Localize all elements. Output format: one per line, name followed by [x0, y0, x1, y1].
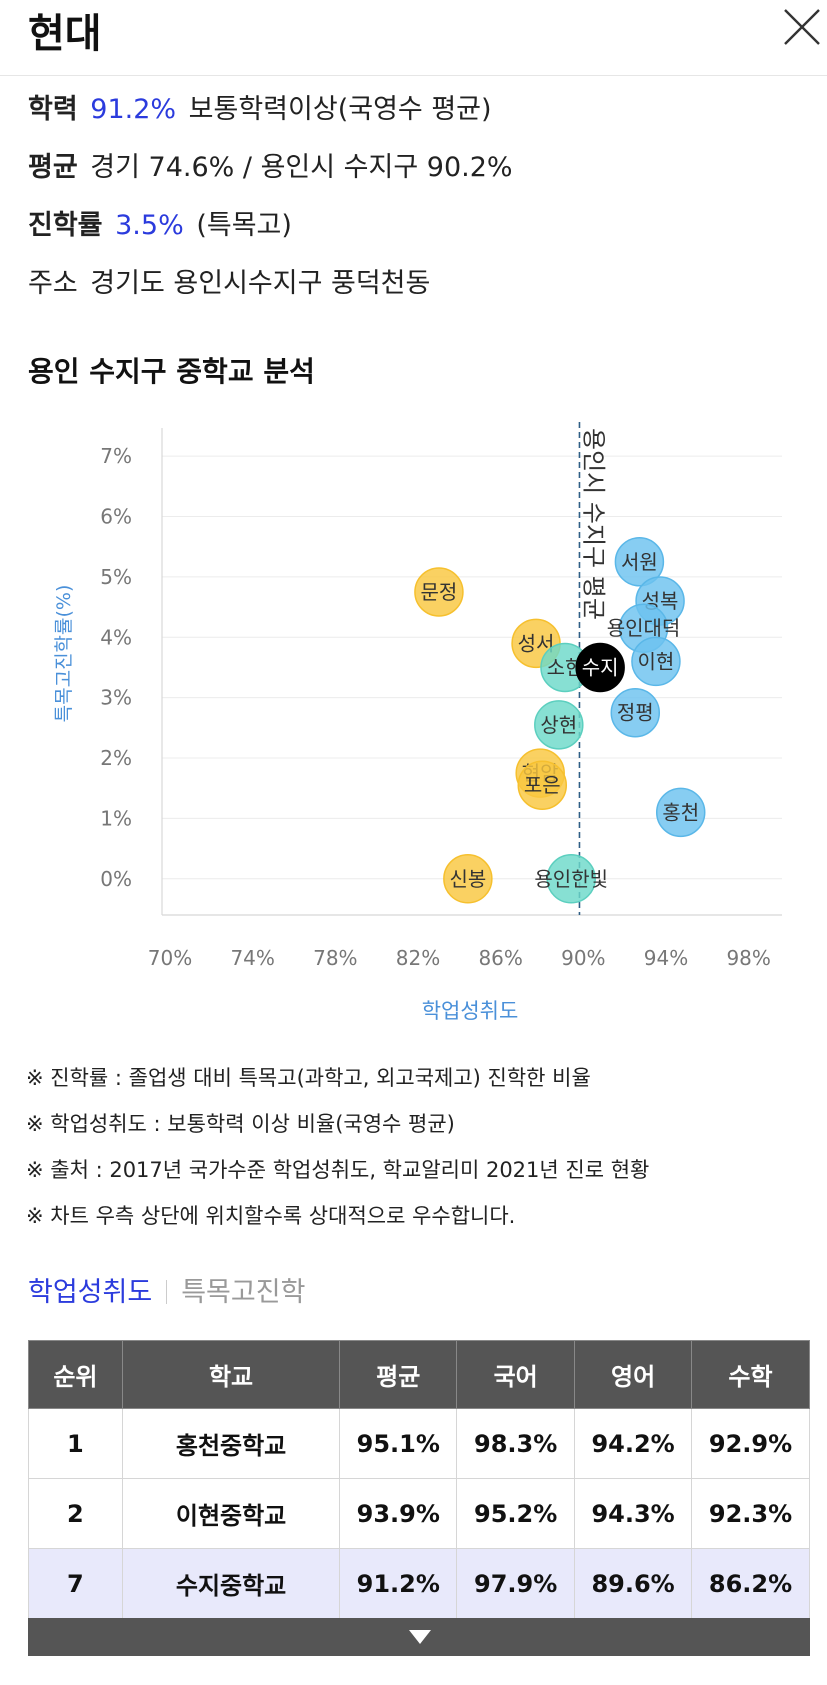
cell-english: 94.2%	[574, 1408, 693, 1479]
table-row: 2 이현중학교 93.9% 95.2% 94.3% 92.3%	[28, 1478, 810, 1549]
close-icon[interactable]	[779, 4, 825, 50]
data-point-정평	[610, 687, 661, 738]
y-axis-label: 특목고진학률(%)	[53, 585, 75, 723]
achievement-desc: 보통학력이상(국영수 평균)	[188, 94, 492, 125]
page-title: 현대	[28, 11, 102, 57]
advancement-row: 진학률 3.5% (특목고)	[28, 208, 292, 244]
cell-math: 92.9%	[691, 1408, 810, 1479]
average-row: 평균 경기 74.6% / 용인시 수지구 90.2%	[28, 150, 513, 186]
tab-achievement[interactable]: 학업성취도	[28, 1277, 153, 1308]
cell-korean: 97.9%	[456, 1548, 576, 1619]
data-point-서원	[614, 537, 665, 587]
achievement-key: 학력	[28, 94, 78, 125]
average-desc: 경기 74.6% / 용인시 수지구 90.2%	[90, 152, 513, 183]
header-korean: 국어	[456, 1340, 576, 1409]
y-tick-label: 1%	[100, 806, 132, 830]
scatter-chart: 0% 1% 2% 3% 4% 5% 6% 7% 70% 74% 78% 82% 86% 90% 94% 98%…	[53, 422, 782, 1023]
cell-korean: 95.2%	[456, 1478, 576, 1549]
data-point-수지	[575, 642, 625, 693]
y-tick-label: 5%	[100, 565, 132, 589]
x-tick-label: 82%	[396, 946, 440, 970]
achievement-row: 학력 91.2% 보통학력이상(국영수 평균)	[28, 92, 492, 128]
header-english: 영어	[574, 1340, 693, 1409]
advancement-value: 3.5%	[115, 210, 184, 241]
y-tick-label: 0%	[100, 867, 132, 891]
data-label-상현: 상현	[540, 713, 577, 737]
y-tick-label: 4%	[100, 625, 132, 649]
data-label-용인한빛: 용인한빛	[534, 867, 608, 891]
x-tick-label: 74%	[230, 946, 274, 970]
note-advancement: ※ 진학률 : 졸업생 대비 특목고(과학고, 외고국제고) 진학한 비율	[26, 1066, 591, 1090]
data-point-용인한빛	[546, 854, 596, 904]
data-label-홍천: 홍천	[662, 800, 699, 824]
cell-school: 이현중학교	[121, 1478, 341, 1549]
cell-average: 91.2%	[339, 1548, 458, 1619]
cell-average: 93.9%	[339, 1478, 458, 1549]
data-point-문정	[414, 567, 464, 617]
x-tick-label: 90%	[561, 946, 605, 970]
data-label-서원: 서원	[621, 550, 658, 574]
note-achievement: ※ 학업성취도 : 보통학력 이상 비율(국영수 평균)	[26, 1112, 455, 1136]
address-desc: 경기도 용인시수지구 풍덕천동	[90, 268, 431, 299]
header-school: 학교	[121, 1340, 341, 1409]
address-key: 주소	[28, 268, 78, 299]
ranking-table: 순위 학교 평균 국어 영어 수학 1 홍천중학교 95.1% 98.3% 94…	[28, 1340, 810, 1619]
cell-korean: 98.3%	[456, 1408, 576, 1479]
x-tick-label: 94%	[644, 946, 688, 970]
data-label-문정: 문정	[421, 580, 458, 604]
caret-down-icon	[409, 1630, 431, 1644]
data-point-포은	[517, 760, 568, 810]
x-tick-label: 70%	[148, 946, 192, 970]
tab-advancement[interactable]: 특목고진학	[181, 1277, 306, 1308]
cell-school: 수지중학교	[121, 1548, 341, 1619]
table-row-current: 7 수지중학교 91.2% 97.9% 89.6% 86.2%	[28, 1548, 810, 1619]
show-more-button[interactable]	[28, 1618, 810, 1656]
notes: ※ 진학률 : 졸업생 대비 특목고(과학고, 외고국제고) 진학한 비율 ※ …	[26, 1055, 649, 1239]
data-label-정평: 정평	[617, 701, 654, 725]
data-point-신봉	[443, 854, 493, 904]
data-label-포은: 포은	[524, 773, 561, 797]
data-label-용인대덕: 용인대덕	[607, 616, 681, 640]
tab-divider	[166, 1280, 168, 1304]
y-tick-label: 3%	[100, 686, 132, 710]
table-row: 1 홍천중학교 95.1% 98.3% 94.2% 92.9%	[28, 1408, 810, 1479]
tabs: 학업성취도 특목고진학	[28, 1270, 305, 1309]
data-point-홍천	[655, 787, 706, 838]
y-tick-label: 6%	[100, 505, 132, 529]
cell-english: 94.3%	[574, 1478, 693, 1549]
x-axis-label: 학업성취도	[422, 999, 519, 1023]
x-tick-label: 86%	[478, 946, 522, 970]
data-point-상현	[534, 700, 584, 750]
cell-math: 86.2%	[691, 1548, 810, 1619]
data-label-이현: 이현	[638, 649, 675, 673]
advancement-desc: (특목고)	[196, 210, 292, 241]
data-point-이현	[631, 636, 681, 687]
header: 현대	[0, 0, 827, 76]
y-tick-label: 7%	[100, 444, 132, 468]
data-label-수지: 수지	[582, 655, 619, 679]
reference-line-label: 용인시 수지구 평균	[579, 428, 607, 620]
cell-rank: 2	[28, 1478, 123, 1549]
section-title: 용인 수지구 중학교 분석	[28, 355, 315, 388]
average-key: 평균	[28, 152, 78, 183]
header-average: 평균	[339, 1340, 458, 1409]
data-label-신봉: 신봉	[449, 867, 486, 891]
cell-rank: 7	[28, 1548, 123, 1619]
cell-school: 홍천중학교	[121, 1408, 341, 1479]
note-source: ※ 출처 : 2017년 국가수준 학업성취도, 학교알리미 2021년 진로 …	[26, 1158, 650, 1182]
achievement-value: 91.2%	[90, 94, 177, 125]
header-rank: 순위	[28, 1340, 123, 1409]
address-row: 주소 경기도 용인시수지구 풍덕천동	[28, 266, 430, 302]
x-tick-label: 98%	[726, 946, 770, 970]
table-header-row: 순위 학교 평균 국어 영어 수학	[28, 1340, 810, 1409]
advancement-key: 진학률	[28, 210, 103, 241]
y-tick-label: 2%	[100, 746, 132, 770]
x-tick-label: 78%	[313, 946, 357, 970]
header-math: 수학	[691, 1340, 810, 1409]
cell-average: 95.1%	[339, 1408, 458, 1479]
cell-english: 89.6%	[574, 1548, 693, 1619]
cell-math: 92.3%	[691, 1478, 810, 1549]
cell-rank: 1	[28, 1408, 123, 1479]
note-position: ※ 차트 우측 상단에 위치할수록 상대적으로 우수합니다.	[26, 1204, 516, 1228]
